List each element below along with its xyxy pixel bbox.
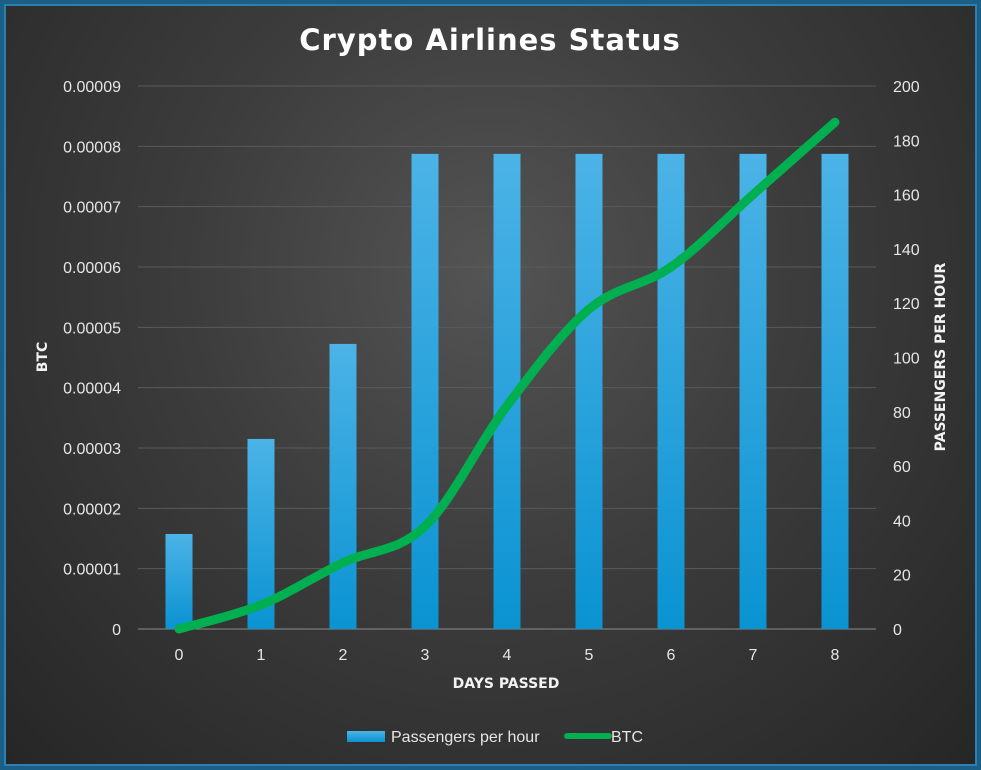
btc-point xyxy=(752,194,754,196)
y-tick-label: 0.00007 xyxy=(63,200,121,217)
bar xyxy=(575,153,603,629)
legend: Passengers per hour BTC xyxy=(347,729,643,746)
bar xyxy=(165,533,193,629)
btc-point xyxy=(588,308,590,310)
y2-tick-label: 160 xyxy=(893,188,920,205)
y2-tick-label: 120 xyxy=(893,296,920,313)
bar-series xyxy=(165,153,849,629)
x-tick-label: 6 xyxy=(667,647,676,664)
y-axis-left: 0 0.00001 0.00002 0.00003 0.00004 0.00005 0.00… xyxy=(63,79,121,639)
legend-swatch-bars xyxy=(347,731,385,742)
legend-label-line: BTC xyxy=(611,729,643,746)
bar xyxy=(657,153,685,629)
line-series xyxy=(174,117,840,634)
chart-title: Crypto Airlines Status xyxy=(299,23,680,57)
btc-point xyxy=(178,628,180,630)
y-axis-title: BTC xyxy=(35,342,51,373)
x-tick-label: 7 xyxy=(749,647,758,664)
y2-tick-label: 140 xyxy=(893,242,920,259)
y-tick-label: 0.00009 xyxy=(63,79,121,96)
btc-point xyxy=(424,525,426,527)
x-tick-label: 3 xyxy=(421,647,430,664)
y-tick-label: 0.00001 xyxy=(63,562,121,579)
bar xyxy=(821,153,849,629)
btc-point xyxy=(834,121,836,123)
x-axis: 0 1 2 3 4 5 6 7 8 xyxy=(175,647,840,664)
x-tick-label: 1 xyxy=(257,647,266,664)
chart-frame xyxy=(4,4,977,766)
x-tick-label: 2 xyxy=(339,647,348,664)
x-tick-label: 4 xyxy=(503,647,512,664)
y2-tick-label: 20 xyxy=(893,568,911,585)
y-tick-label: 0.00008 xyxy=(63,139,121,156)
btc-point xyxy=(342,562,344,564)
y-tick-label: 0.00002 xyxy=(63,501,121,518)
btc-point xyxy=(670,266,672,268)
y-axis-right: 0 20 40 60 80 100 120 140 160 180 200 xyxy=(893,79,920,639)
y2-tick-label: 100 xyxy=(893,351,920,368)
y2-tick-label: 80 xyxy=(893,405,911,422)
x-tick-label: 0 xyxy=(175,647,184,664)
y2-tick-label: 40 xyxy=(893,513,911,530)
y-tick-label: 0.00003 xyxy=(63,441,121,458)
y2-axis-title: PASSENGERS PER HOUR xyxy=(933,262,949,451)
y2-tick-label: 180 xyxy=(893,133,920,150)
y2-tick-label: 0 xyxy=(893,622,902,639)
y-tick-label: 0 xyxy=(112,622,121,639)
btc-point xyxy=(506,405,508,407)
y-tick-label: 0.00004 xyxy=(63,381,121,398)
y2-tick-label: 60 xyxy=(893,459,911,476)
x-tick-label: 8 xyxy=(831,647,840,664)
y-tick-label: 0.00006 xyxy=(63,260,121,277)
legend-label-bars: Passengers per hour xyxy=(391,729,540,746)
x-axis-title: DAYS PASSED xyxy=(453,676,560,692)
bar xyxy=(411,153,439,629)
y2-tick-label: 200 xyxy=(893,79,920,96)
bar xyxy=(739,153,767,629)
bar xyxy=(329,343,357,629)
btc-point xyxy=(260,604,262,606)
x-tick-label: 5 xyxy=(585,647,594,664)
y-tick-label: 0.00005 xyxy=(63,320,121,337)
